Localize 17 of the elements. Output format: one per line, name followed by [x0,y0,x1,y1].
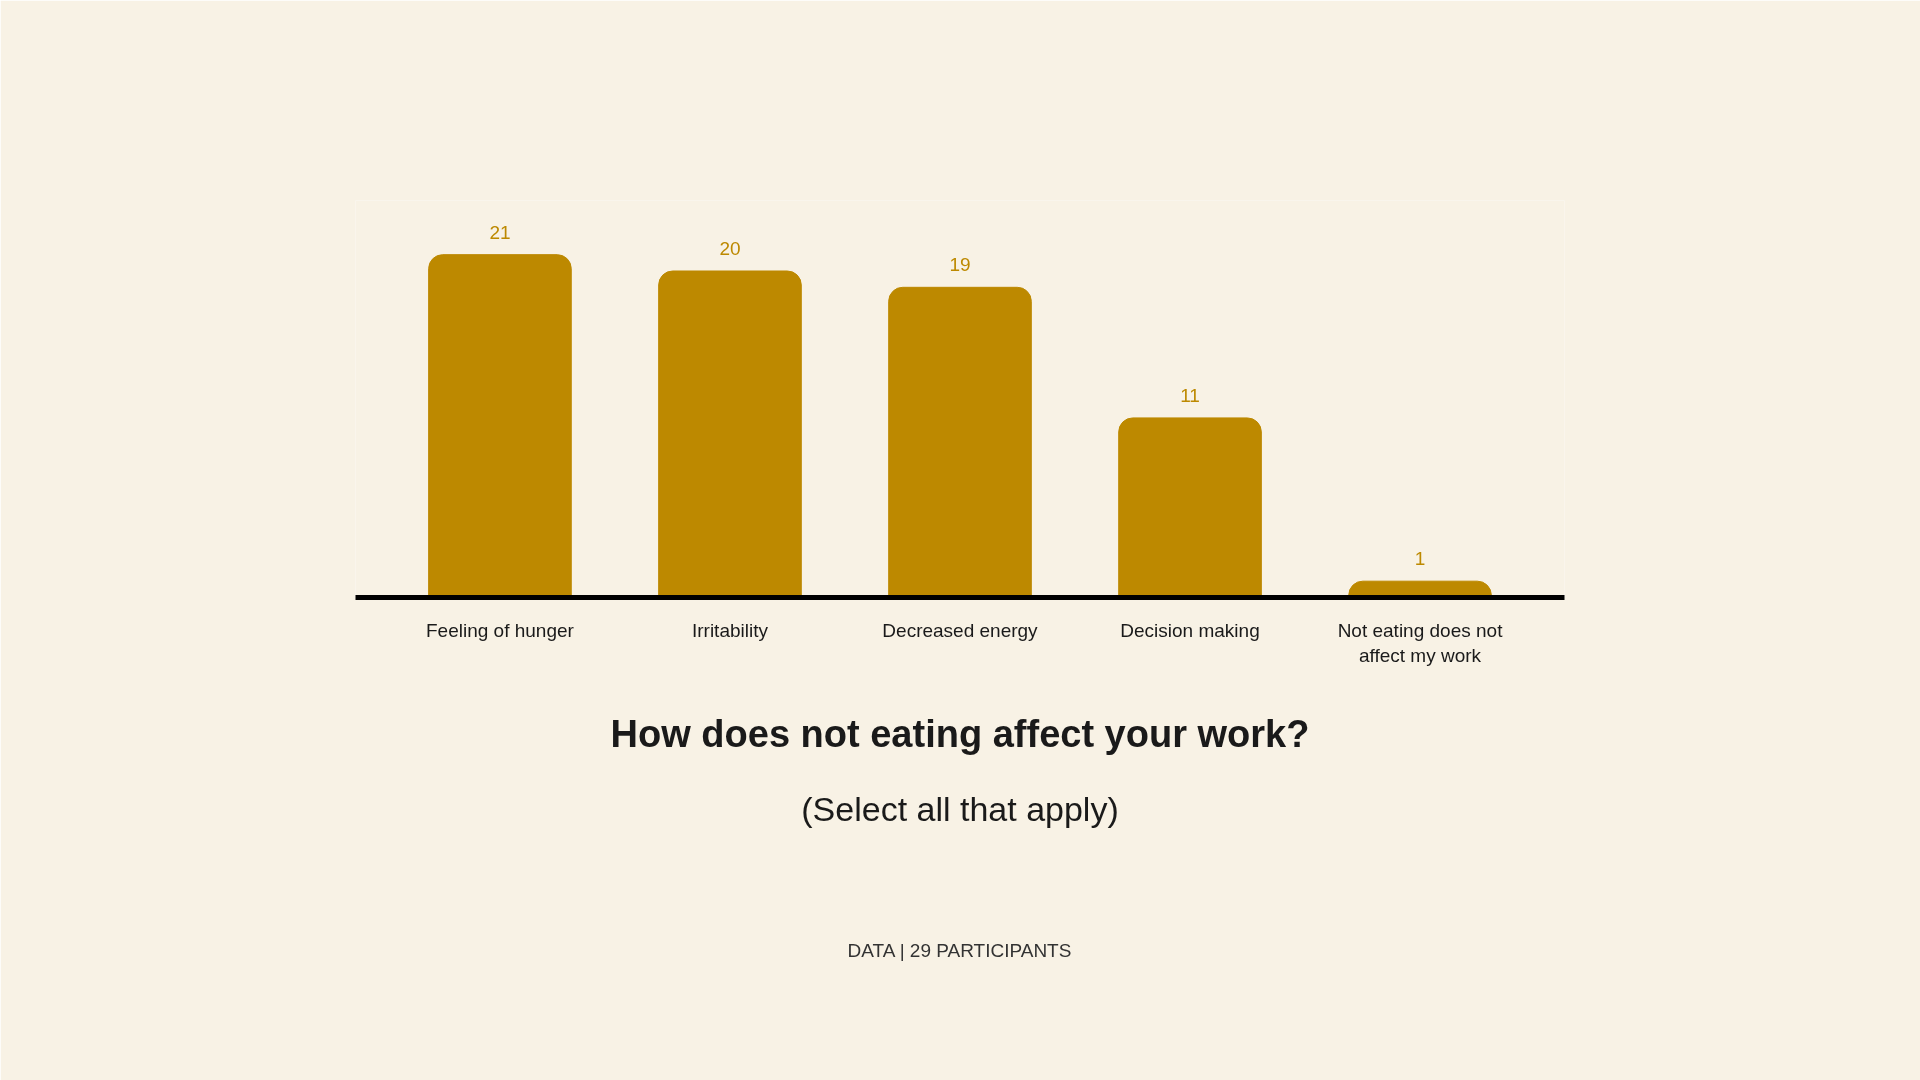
x-tick-label: Decreased energy [882,619,1039,641]
x-tick-label: Not eating does not affect my work [1337,619,1504,666]
x-tick-label: Irritability [691,619,769,641]
text: (Select all that apply) [801,789,1119,828]
data-label: 20 [719,237,741,259]
data-label: 1 [1414,548,1426,570]
text: DATA | 29 PARTICIPANTS [847,939,1072,961]
x-tick-label: Feeling of hunger [426,619,575,641]
data-label: 21 [489,221,511,243]
x-tick-label: Decision making [1120,619,1260,641]
bar [888,286,1032,598]
data-label: 11 [1180,384,1200,406]
text: How does not eating affect your work? [610,713,1310,755]
bar [658,270,802,598]
bar [428,254,572,598]
data-label: 19 [949,254,971,276]
bar [1118,417,1262,598]
